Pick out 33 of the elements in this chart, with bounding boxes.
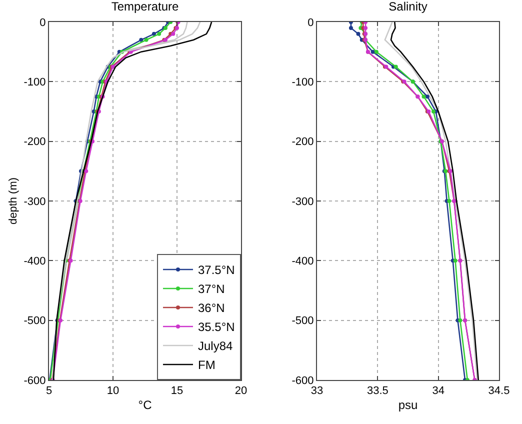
x-tick-label: 34 bbox=[432, 385, 444, 398]
x-tick-label: 20 bbox=[234, 385, 248, 398]
y-tick-label: 0 bbox=[40, 16, 46, 29]
x-tick-label: 10 bbox=[106, 385, 120, 398]
y-tick-label: -600 bbox=[292, 374, 314, 387]
legend-label: 36°N bbox=[198, 301, 225, 316]
legend-label: 37.5°N bbox=[198, 263, 235, 278]
legend-label: July84 bbox=[198, 339, 234, 354]
y-axis-title: depth (m) bbox=[7, 177, 20, 225]
y-tick-label: -400 bbox=[292, 256, 314, 268]
y-tick-label: -200 bbox=[24, 136, 46, 148]
x-tick-label: 15 bbox=[170, 385, 184, 398]
y-tick-label: -600 bbox=[24, 374, 46, 387]
y-tick-label: -500 bbox=[24, 315, 46, 328]
chart-title: Salinity bbox=[388, 0, 428, 14]
y-tick-label: 0 bbox=[308, 16, 314, 29]
legend-label: 35.5°N bbox=[198, 320, 235, 334]
legend-label: 37°N bbox=[198, 282, 225, 296]
chart-title: Temperature bbox=[111, 0, 180, 14]
y-tick-label: -300 bbox=[292, 196, 314, 208]
x-tick-label: 33.5 bbox=[366, 385, 388, 398]
x-axis-title: °C bbox=[138, 398, 152, 412]
legend-label: FM bbox=[198, 358, 216, 372]
y-tick-label: -100 bbox=[24, 76, 46, 89]
x-tick-label: 34.5 bbox=[488, 385, 510, 398]
y-tick-label: -100 bbox=[292, 76, 314, 89]
x-tick-label: 5 bbox=[46, 385, 52, 398]
y-tick-label: -500 bbox=[292, 315, 314, 328]
y-tick-label: -200 bbox=[292, 136, 314, 148]
x-axis-title: psu bbox=[398, 398, 418, 412]
y-tick-label: -300 bbox=[24, 196, 46, 208]
x-tick-label: 33 bbox=[310, 385, 324, 398]
y-tick-label: -400 bbox=[24, 256, 46, 268]
